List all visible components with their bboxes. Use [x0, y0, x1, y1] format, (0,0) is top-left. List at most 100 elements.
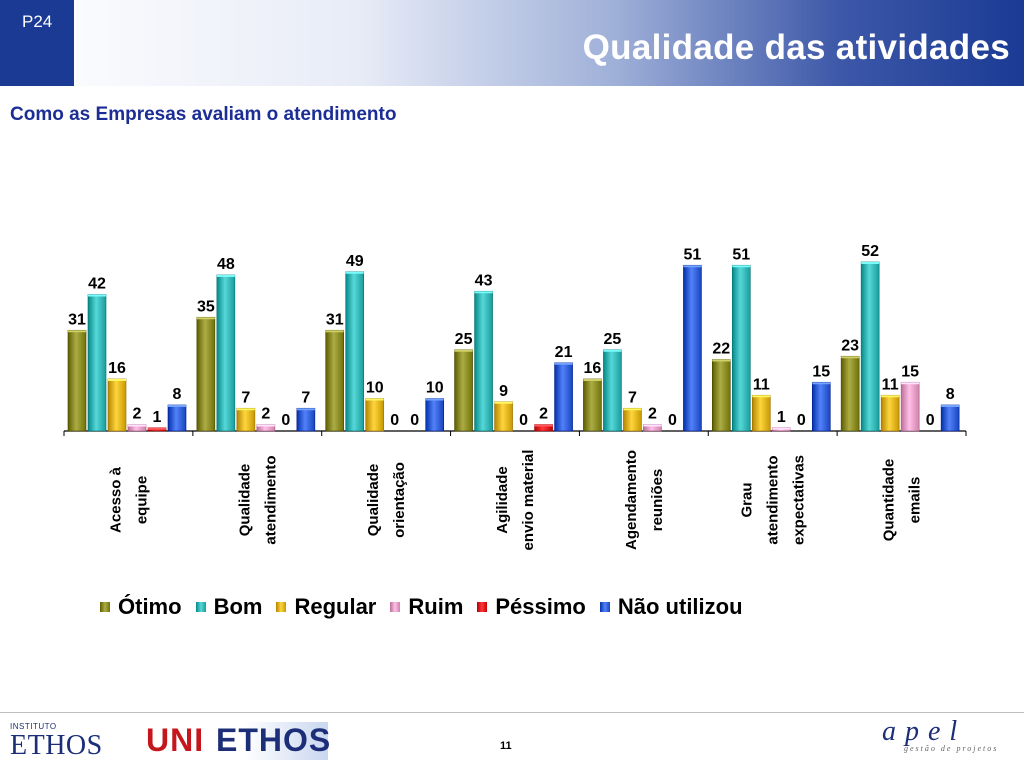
bar-regular-6: [751, 394, 771, 432]
legend-swatch: [100, 602, 110, 612]
bar-cap: [752, 395, 771, 398]
bar--timo-6: [711, 359, 731, 432]
category-label-line: Agilidade: [494, 466, 511, 534]
slide-title: Qualidade das atividades: [582, 28, 1010, 67]
legend-swatch: [195, 602, 206, 612]
data-label: 9: [499, 383, 508, 400]
bar-cap: [732, 265, 751, 268]
bar-cap: [603, 349, 622, 352]
category-label: Acesso à equipe: [107, 466, 150, 533]
header-divider: [74, 0, 76, 86]
logo-ethos-text: ETHOS: [10, 730, 103, 761]
bar-cap: [296, 408, 315, 411]
chart-subtitle: Como as Empresas avaliam o atendimento: [10, 104, 397, 125]
data-label: 43: [475, 272, 493, 289]
bar-regular-5: [623, 407, 642, 432]
bar-cap: [712, 359, 731, 362]
legend-item-n-o-utilizou: Não utilizou: [599, 594, 743, 620]
data-label: 2: [648, 406, 657, 423]
category-label-line: envio material: [520, 450, 537, 551]
data-label: 7: [301, 389, 310, 406]
bar-cap: [216, 275, 235, 277]
legend-label: Péssimo: [495, 594, 586, 619]
legend-label: Ótimo: [118, 594, 182, 619]
bar-bom-2: [216, 274, 236, 432]
bar-cap: [583, 379, 602, 381]
data-label: 7: [628, 389, 637, 406]
category-label: Agilidade envio material: [494, 450, 537, 551]
logo-apel-subtext: gestão de projetos: [904, 744, 999, 753]
bar-cap: [256, 424, 275, 427]
legend-item--timo: Ótimo: [100, 594, 182, 620]
bar-cap: [425, 398, 444, 401]
data-label: 51: [732, 246, 750, 263]
logo-ethos-small-text: INSTITUTO: [10, 722, 57, 731]
data-label: 23: [841, 337, 859, 354]
data-label: 0: [926, 412, 935, 429]
legend-item-p-ssimo: Péssimo: [477, 594, 586, 620]
category-label-line: Qualidade: [365, 464, 382, 537]
bar-regular-2: [236, 407, 256, 432]
data-label: 49: [346, 253, 364, 270]
data-label: 21: [555, 344, 573, 361]
data-label: 0: [519, 412, 528, 429]
bar-cap: [168, 405, 186, 407]
category-label-line: Quantidade: [881, 459, 898, 542]
data-label: 10: [366, 380, 384, 397]
legend-label: Bom: [213, 594, 263, 619]
bar-n-o-utilizou-1: [167, 404, 187, 432]
data-label: 31: [68, 311, 86, 328]
bar-cap: [148, 427, 166, 430]
data-label: 2: [133, 406, 142, 423]
data-label: 1: [777, 409, 786, 426]
bar-cap: [325, 330, 344, 333]
category-label-line: emails: [907, 477, 924, 524]
bar-regular-1: [107, 378, 127, 432]
data-label: 11: [753, 376, 770, 393]
bar-cap: [941, 405, 960, 407]
bar-regular-4: [494, 401, 513, 432]
legend-item-regular: Regular: [276, 594, 376, 620]
data-label: 22: [712, 341, 730, 358]
bar-cap: [881, 395, 900, 398]
data-label: 15: [812, 363, 830, 380]
logo-uniethos-part2: ETHOS: [216, 722, 332, 758]
data-label: 0: [797, 412, 806, 429]
bar-cap: [554, 362, 573, 365]
bar-cap: [683, 265, 702, 268]
bar-regular-3: [365, 398, 385, 432]
bar-cap: [236, 408, 255, 411]
data-label: 52: [861, 243, 879, 260]
bar-n-o-utilizou-2: [296, 407, 316, 432]
bar-cap: [812, 382, 831, 385]
bar-regular-7: [880, 394, 900, 432]
data-label: 8: [946, 386, 955, 403]
bar-cap: [643, 424, 662, 427]
data-label: 31: [326, 311, 344, 328]
instituto-ethos-logo: INSTITUTO ETHOS: [10, 722, 120, 762]
bar-cap: [365, 398, 384, 401]
data-label: 0: [390, 412, 399, 429]
bar--timo-2: [196, 316, 216, 432]
bar-bom-5: [603, 349, 622, 432]
bar-bom-7: [860, 261, 880, 432]
category-label-line: Acesso à: [107, 466, 124, 533]
data-label: 2: [261, 406, 270, 423]
category-label-line: expectativas: [791, 455, 808, 545]
data-label: 2: [539, 406, 548, 423]
bar-cap: [861, 262, 880, 264]
bar-cap: [534, 424, 553, 427]
data-label: 11: [882, 376, 899, 393]
bar-cap: [88, 294, 106, 297]
bar-cap: [474, 291, 493, 294]
header-left-block: [0, 0, 74, 86]
bar--timo-3: [325, 329, 345, 432]
bar-cap: [128, 424, 146, 427]
data-label: 0: [668, 412, 677, 429]
category-label: Quantidade emails: [881, 459, 924, 542]
legend-label: Regular: [294, 594, 377, 619]
legend-label: Não utilizou: [617, 594, 743, 619]
data-label: 48: [217, 256, 235, 273]
bar-cap: [345, 271, 364, 274]
